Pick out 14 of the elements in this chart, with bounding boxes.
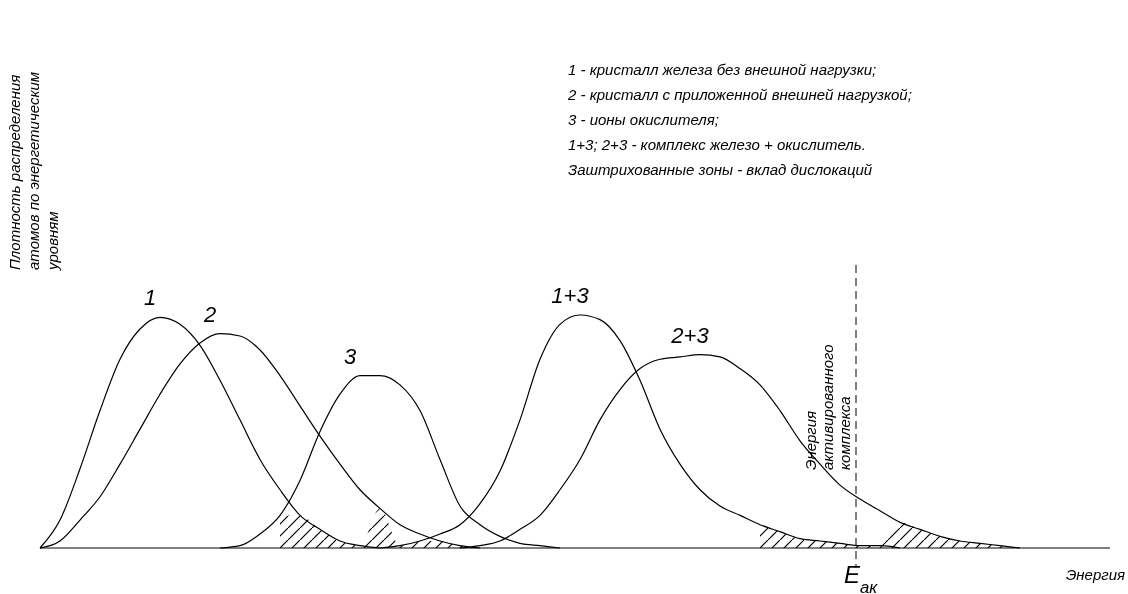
series-label: 1 — [143, 285, 157, 311]
annotation: Энергия активированного комплекса — [802, 344, 853, 470]
text: E$_{ак}$ — [844, 561, 879, 594]
text: 2 - кристалл с приложенной внешней нагрузкой; — [567, 86, 912, 103]
text: 1+3; 2+3 - комплекс железо + окислитель. — [568, 136, 866, 153]
series-label: 2 — [202, 301, 217, 327]
text: 1 - кристалл железа без внешной нагрузки; — [568, 61, 877, 78]
series-label: 2+3 — [670, 322, 710, 348]
text: Заштрихованные зоны - вклад дислокаций — [568, 161, 873, 178]
x-axis-title: Энергия — [1065, 566, 1125, 583]
text: 3 - ионы окислителя; — [568, 111, 719, 128]
series-label: 1+3 — [551, 283, 590, 308]
y-axis-title: Плотность распределения атомов по энергетическим уровням — [6, 71, 61, 271]
series-label: 3 — [343, 343, 357, 369]
